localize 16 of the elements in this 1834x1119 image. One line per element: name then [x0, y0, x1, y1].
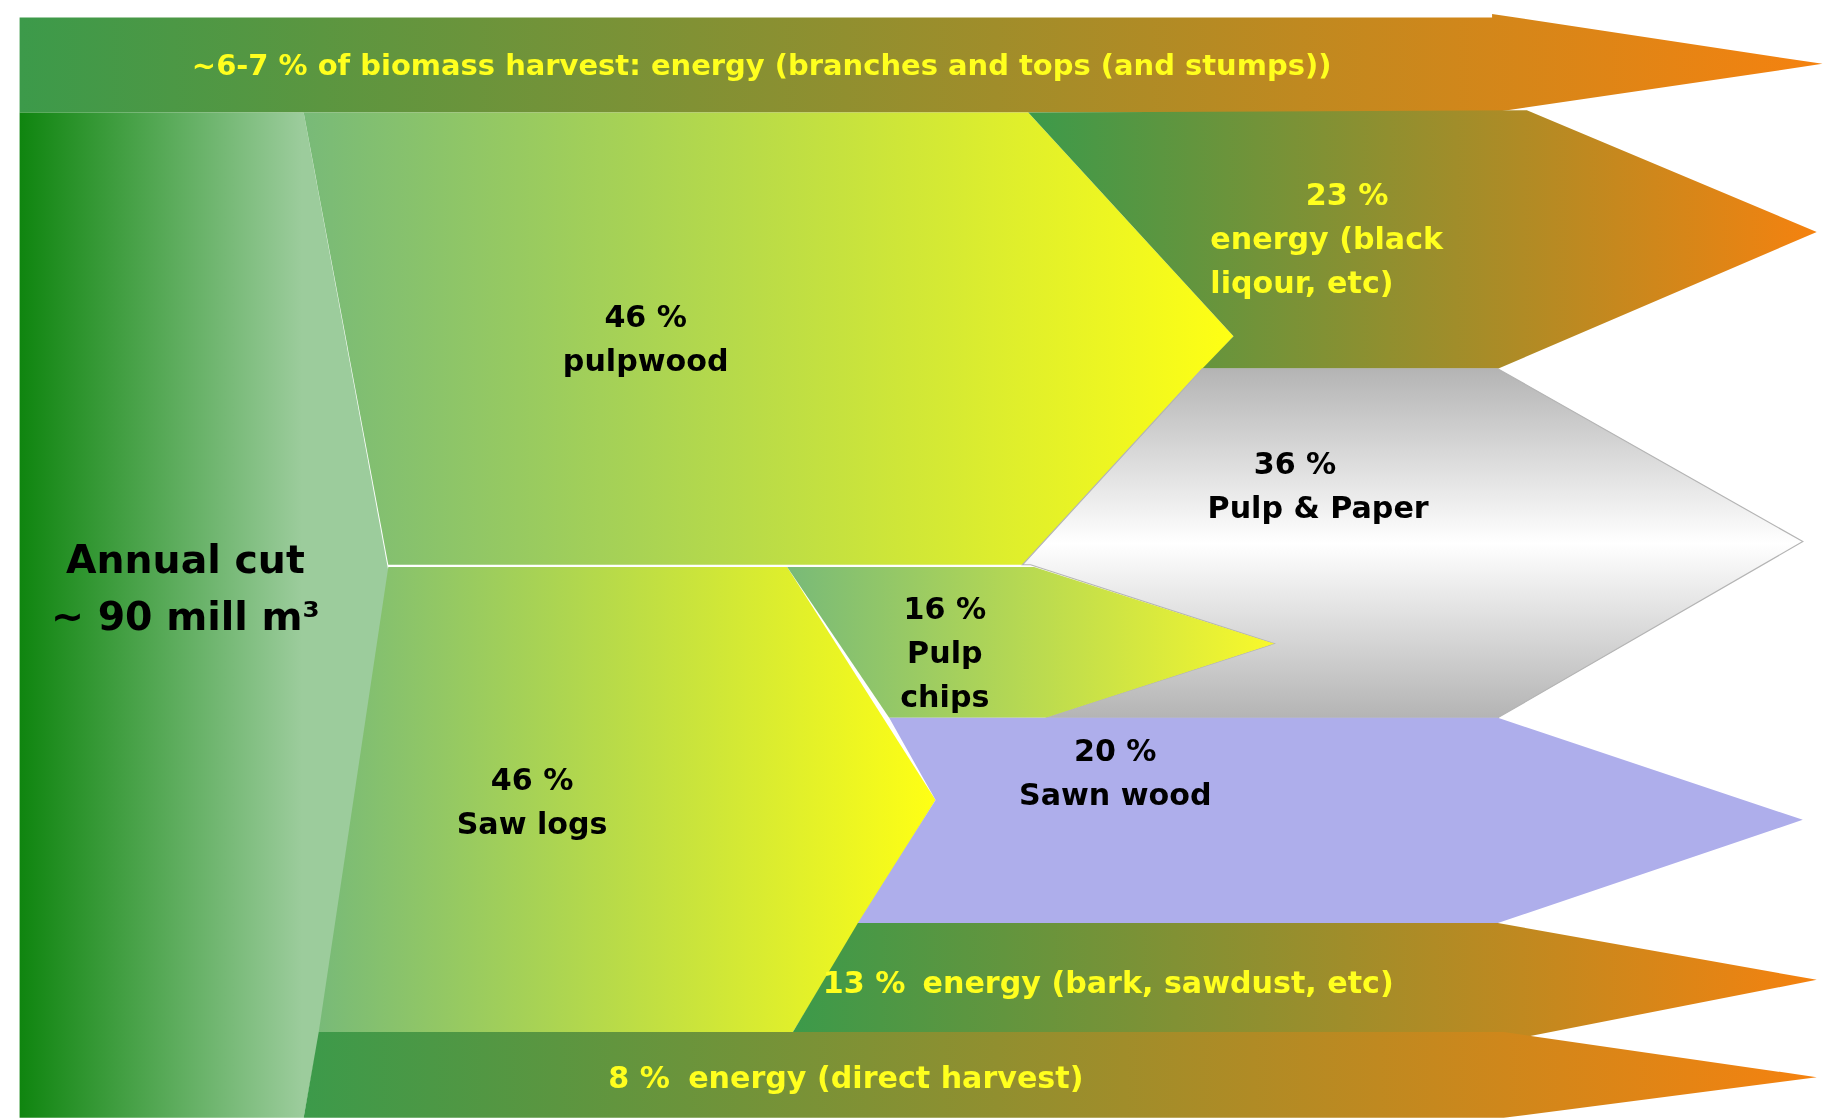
data-label: 8 % — [608, 1059, 670, 1095]
category-label: Pulp & Paper — [1207, 490, 1429, 526]
data-label: 13 % — [822, 964, 906, 1000]
data-label: 16 % — [903, 591, 987, 627]
text: ~6-7 % of biomass harvest: energy (branches and tops (and stumps)) — [191, 48, 1332, 83]
category-label: energy (direct harvest) — [688, 1059, 1084, 1095]
data-label: 46 % — [490, 761, 574, 797]
data-label: 36 % — [1253, 446, 1337, 482]
category-label: Saw logs — [456, 805, 608, 841]
category-label: Pulp chips — [900, 635, 990, 715]
data-label: 23 % — [1305, 177, 1389, 213]
category-label: Sawn wood — [1018, 776, 1212, 812]
category-label: energy (bark, sawdust, etc) — [922, 964, 1394, 1000]
text: Annual cut ~ 90 mill m³ — [50, 536, 320, 640]
category-label: energy (black liqour, etc) — [1210, 221, 1445, 301]
data-label: 20 % — [1073, 732, 1157, 768]
